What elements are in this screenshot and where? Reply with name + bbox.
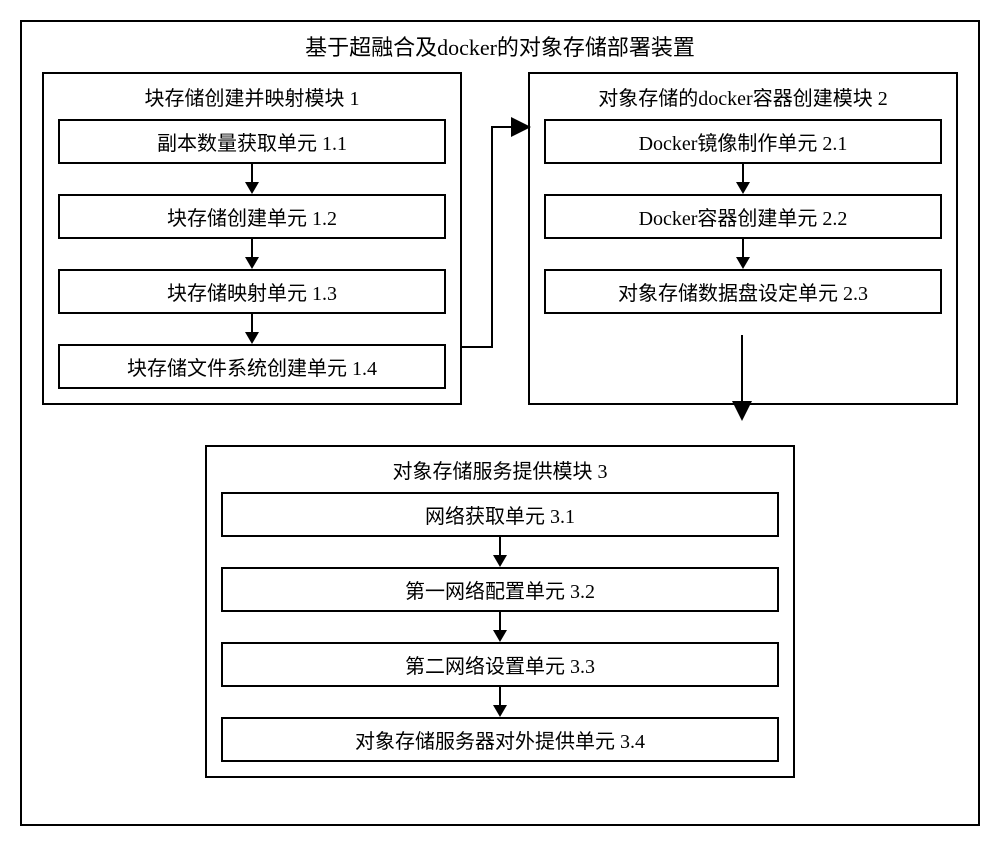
unit-3-4: 对象存储服务器对外提供单元 3.4 (221, 717, 779, 762)
arrow-3-1-2 (221, 537, 779, 567)
module-3-title: 对象存储服务提供模块 3 (221, 455, 779, 484)
unit-3-3: 第二网络设置单元 3.3 (221, 642, 779, 687)
unit-3-2: 第一网络配置单元 3.2 (221, 567, 779, 612)
unit-1-3: 块存储映射单元 1.3 (58, 269, 446, 314)
module-1-title: 块存储创建并映射模块 1 (58, 82, 446, 111)
arrow-1-3-4 (58, 314, 446, 344)
arrow-3-3-4 (221, 687, 779, 717)
arrow-1-1-2 (58, 164, 446, 194)
module-1: 块存储创建并映射模块 1 副本数量获取单元 1.1 块存储创建单元 1.2 块存… (42, 72, 462, 405)
outer-container: 基于超融合及docker的对象存储部署装置 块存储创建并映射模块 1 副本数量获… (20, 20, 980, 826)
arrow-2-2-3 (544, 239, 942, 269)
unit-2-2: Docker容器创建单元 2.2 (544, 194, 942, 239)
module-2-title: 对象存储的docker容器创建模块 2 (544, 82, 942, 111)
unit-1-4: 块存储文件系统创建单元 1.4 (58, 344, 446, 389)
unit-3-1: 网络获取单元 3.1 (221, 492, 779, 537)
module-3: 对象存储服务提供模块 3 网络获取单元 3.1 第一网络配置单元 3.2 第二网… (205, 445, 795, 778)
arrow-1-2-3 (58, 239, 446, 269)
top-row: 块存储创建并映射模块 1 副本数量获取单元 1.1 块存储创建单元 1.2 块存… (42, 72, 958, 405)
arrow-2-1-2 (544, 164, 942, 194)
unit-2-1: Docker镜像制作单元 2.1 (544, 119, 942, 164)
unit-2-3: 对象存储数据盘设定单元 2.3 (544, 269, 942, 314)
module-2: 对象存储的docker容器创建模块 2 Docker镜像制作单元 2.1 Doc… (528, 72, 958, 405)
unit-1-2: 块存储创建单元 1.2 (58, 194, 446, 239)
unit-1-1: 副本数量获取单元 1.1 (58, 119, 446, 164)
outer-title: 基于超融合及docker的对象存储部署装置 (42, 30, 958, 62)
arrow-3-2-3 (221, 612, 779, 642)
